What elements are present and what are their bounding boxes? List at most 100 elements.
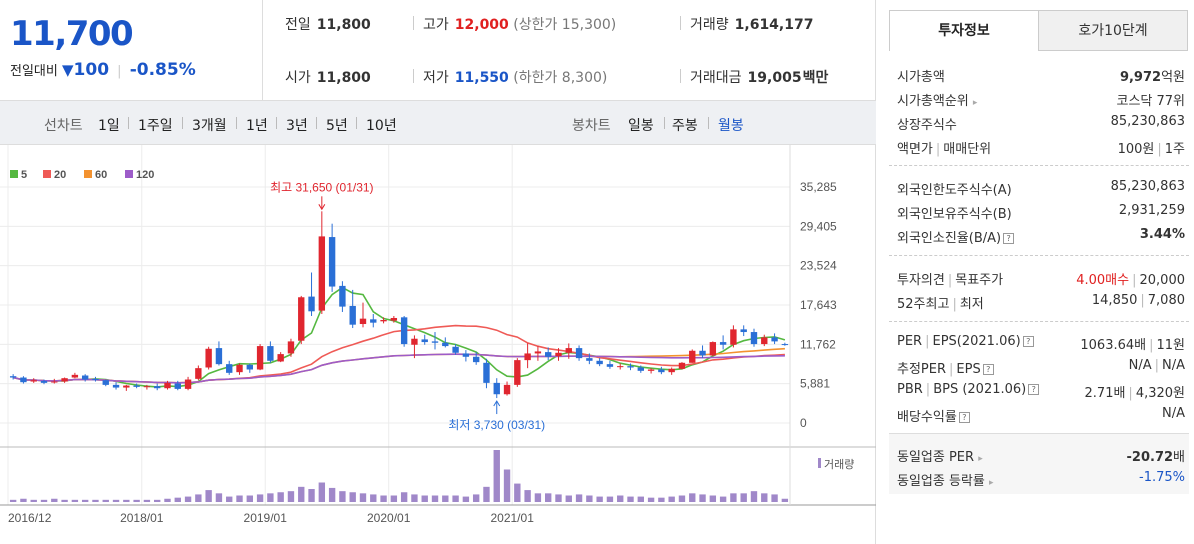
x-tick-label: 2021/01 [490,511,534,525]
candle-body [349,305,356,325]
volume-bar [236,495,243,502]
divider [413,69,414,83]
legend-swatch [84,170,92,178]
candle-body [617,366,624,368]
volume-bar [730,493,737,502]
candle-body [462,353,470,357]
volume-bar [668,496,675,502]
candle-body [318,236,326,311]
tab-1day[interactable]: 1일 [98,118,120,134]
tab-weekly[interactable]: 주봉 [672,118,698,134]
candle-body [298,297,305,341]
candle-body [92,378,99,381]
help-icon[interactable]: ? [982,364,994,375]
stock-chart: 5 20 60 120 거래량 35,285 29,405 23,524 17,643 11,… [0,145,876,525]
industry-box [889,434,1189,494]
candle-body [236,364,243,373]
tab-1week[interactable]: 1주일 [138,118,173,134]
divider [889,433,1189,434]
volume-bar [61,499,68,502]
divider [889,255,1189,256]
volume-bar [483,486,490,502]
volume-bar [246,495,253,502]
help-icon[interactable]: ? [1028,384,1040,395]
divider [889,321,1189,322]
volume-legend-swatch [818,458,821,468]
volume-bar [40,499,48,502]
volume-bar [215,493,223,502]
volume-bar [380,495,387,502]
candle-body [328,237,336,287]
volume-bar [472,494,480,502]
pbr-row: PBR | BPS (2021.06)? 2.71배 | 4,320원 [897,382,1185,401]
volume-bar [195,494,202,502]
divider: | [117,64,122,79]
candle-body [123,385,130,388]
legend-label: 120 [136,169,154,181]
x-tick-label: 2018/01 [120,511,164,525]
candle-body [586,358,593,361]
tab-3year[interactable]: 3년 [286,118,308,134]
help-icon[interactable]: ? [958,412,970,423]
tab-daily[interactable]: 일봉 [628,118,654,134]
volume-bar [123,499,130,502]
tab-monthly[interactable]: 월봉 [718,118,744,134]
volume-bar [277,492,284,502]
volume-bar [133,499,140,502]
volume-bar [30,499,37,502]
industry-rate-row[interactable]: 동일업종 등락률 ▸ -1.75% [897,470,1185,489]
candle-body [370,319,377,323]
cap-rank-row[interactable]: 시가총액순위 ▸ 코스닥 77위 [897,94,1185,109]
caret-right-icon: ▸ [989,478,994,488]
volume-bar [575,494,583,502]
face-value-row: 액면가 | 매매단위 100원 | 1주 [897,142,1185,157]
tab-1year[interactable]: 1년 [246,118,268,134]
industry-per-row[interactable]: 동일업종 PER ▸ -20.72배 [897,450,1185,465]
divider [708,117,709,129]
ma5-line [12,286,786,388]
volume-bar [287,491,295,502]
foreign-rate-row: 외국인소진율(B/A)? 3.44% [897,227,1185,246]
volume-bar [154,499,161,502]
volume-bar [267,493,274,502]
volume-bar [51,498,58,502]
tab-orderbook[interactable]: 호가10단계 [1038,10,1188,51]
volume-bar [678,495,686,502]
y-tick-label: 29,405 [800,219,837,233]
tab-invest-info[interactable]: 투자정보 [889,10,1039,51]
candle-body [411,338,418,345]
y-tick-label: 0 [800,416,807,430]
candle-body [678,362,686,369]
volume-bar [400,492,408,502]
volume-bar [709,495,717,502]
volume-bar [92,499,99,502]
ma120-line [12,353,785,384]
price-change: 전일대비 ▼100 | -0.85% [10,60,196,80]
volume-bar [606,496,614,502]
legend-label: 5 [21,169,27,181]
tab-3month[interactable]: 3개월 [192,118,227,134]
current-price: 11,700 [10,14,134,54]
candle-body [781,344,789,346]
chart-toolbar: 선차트 1일 1주일 3개월 1년 3년 5년 10년 봉차트 일봉 주봉 월봉 [0,101,876,145]
candle-body [658,369,665,373]
price-info: 전일 11,800 고가 12,000 (상한가 15,300) 거래량 1,614,… [263,0,876,101]
candle-body [81,375,89,380]
volume-bar [359,493,367,502]
candle-body [637,367,644,371]
candle-body [215,348,223,365]
tab-5year[interactable]: 5년 [326,118,348,134]
help-icon[interactable]: ? [1022,336,1034,347]
candle-body [256,346,264,370]
divider [316,117,317,129]
volume-bar [699,494,706,502]
volume-bar [637,496,644,502]
tab-10year[interactable]: 10년 [366,118,397,134]
volume-bar [750,491,758,502]
max-arrowhead [318,204,326,211]
volume-bar [689,493,696,502]
divider [128,117,129,129]
help-icon[interactable]: ? [1003,233,1015,244]
ma20-line [12,324,785,384]
candle-body [555,352,562,357]
